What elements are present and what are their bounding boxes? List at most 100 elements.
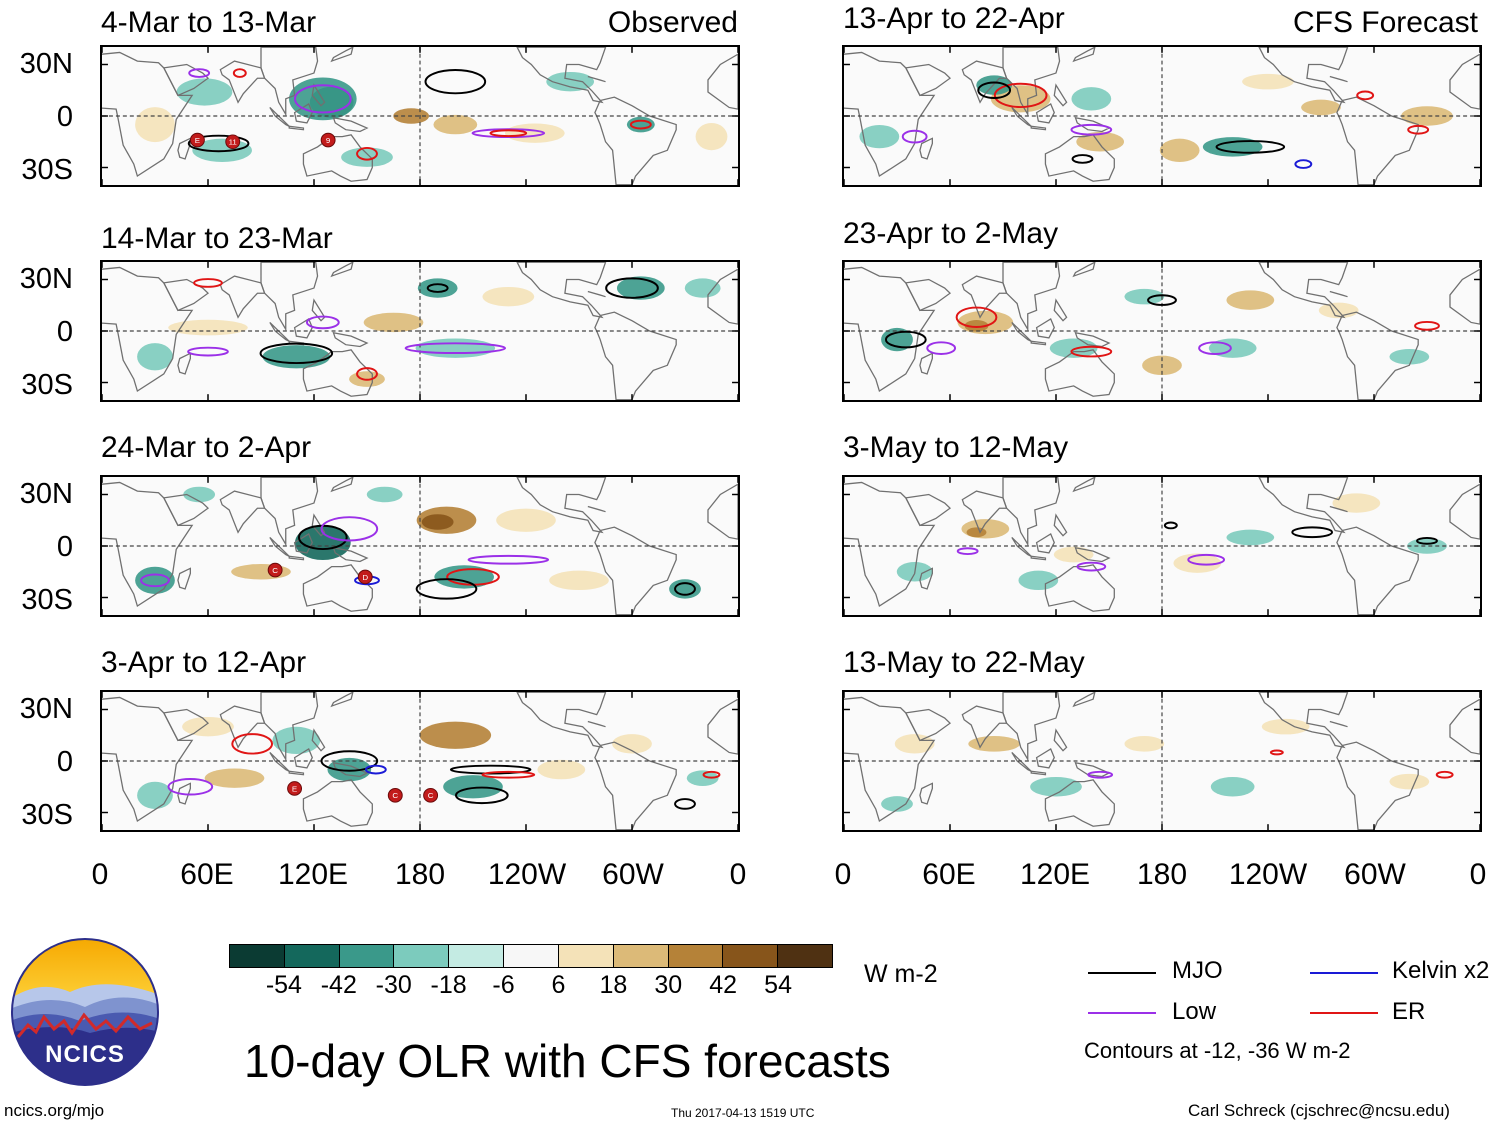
coastline-sumatra (269, 107, 290, 127)
olr-anomaly-area (137, 781, 173, 809)
coastline-philippines (311, 83, 326, 107)
coastline-samerica (1336, 311, 1419, 400)
coastline-sumatra (1011, 107, 1032, 127)
lon-label: 0 (729, 858, 747, 891)
coastline-arabia (904, 493, 952, 527)
forecast-label: CFS Forecast (1292, 6, 1478, 39)
lon-label: 120W (1228, 858, 1308, 891)
wave-contour (956, 547, 979, 556)
colorbar-swatch (612, 945, 668, 967)
wave-contour (187, 134, 250, 153)
olr-anomaly-area (1226, 290, 1275, 310)
olr-anomaly-area (1301, 99, 1341, 116)
olr-anomaly-area (1261, 718, 1310, 735)
coastline-africa (844, 696, 936, 823)
coastline-java (1030, 770, 1047, 776)
cyclone-icon (423, 788, 439, 803)
coastline-newguinea (332, 331, 369, 348)
wave-contour (1356, 90, 1375, 101)
colorbar-tick-label: -6 (492, 971, 515, 999)
coastline-africaW (1449, 53, 1480, 110)
cyclone-label: D (362, 573, 368, 582)
wave-contour (424, 69, 487, 95)
coastline-seasia (1002, 47, 1061, 117)
map-panel-forecast-1 (842, 45, 1482, 187)
ncics-logo: NCICS (10, 937, 160, 1087)
colorbar-swatch (448, 945, 504, 967)
coastline-borneo (1035, 748, 1055, 769)
coastline-samerica (1336, 96, 1419, 185)
coastline-cuba (1329, 720, 1348, 728)
wave-contour (467, 554, 550, 565)
wave-contour (294, 84, 352, 114)
coastline-philippines (1053, 513, 1068, 537)
lat-label-30s: 30S (21, 799, 73, 831)
wave-contour (629, 119, 652, 130)
coastline-australia (302, 349, 373, 397)
colorbar-tick-label: 42 (709, 971, 738, 999)
wave-contour (1163, 521, 1178, 530)
legend-label-low: Low (1172, 998, 1217, 1025)
olr-anomaly-area (1124, 288, 1165, 305)
olr-anomaly-area (434, 565, 494, 589)
tropical-cyclone-marker: C (267, 562, 283, 578)
coastline-india (961, 705, 1008, 749)
olr-anomaly-area (1049, 338, 1098, 358)
olr-anomaly-area (881, 796, 913, 812)
olr-anomaly-area (1071, 87, 1112, 111)
wave-contour (1294, 159, 1313, 169)
wave-contour (1407, 124, 1430, 135)
coastline-namerica (1258, 692, 1349, 749)
wave-contour (167, 778, 214, 796)
figure-title: 10-day OLR with CFS forecasts (244, 1035, 891, 1087)
lon-label: 120W (487, 858, 567, 891)
colorbar-swatch (667, 945, 723, 967)
wave-contour (356, 367, 378, 381)
olr-anomaly-area (1242, 73, 1294, 90)
lon-label: 120E (277, 858, 349, 891)
coastline-madagascar (919, 782, 933, 805)
colorbar-tick-label: -30 (375, 971, 412, 999)
colorbar-swatch (722, 945, 778, 967)
wave-contour (364, 764, 387, 775)
wave-contour (1269, 749, 1284, 756)
colorbar-swatch (557, 945, 613, 967)
coastline-java (288, 770, 305, 776)
colorbar-swatch (503, 945, 558, 967)
coastline-namerica (516, 692, 607, 749)
olr-anomaly-area (684, 278, 721, 298)
wave-contour (259, 342, 334, 365)
olr-anomaly-area (1076, 132, 1125, 152)
olr-anomaly-area (976, 75, 1013, 95)
wave-contour (1187, 553, 1226, 566)
coastline-africa (102, 51, 194, 178)
coastline-australia (302, 779, 373, 827)
coastline-sumatra (1011, 322, 1032, 342)
coastline-madagascar (919, 137, 933, 160)
coastline-africaW (1449, 483, 1480, 540)
lat-label-eq: 0 (56, 531, 73, 563)
olr-anomaly-area (626, 116, 655, 133)
lon-label: 60E (180, 858, 234, 891)
colorbar-swatch (393, 945, 449, 967)
olr-anomaly-area (1389, 348, 1430, 365)
coastline-java (1030, 125, 1047, 131)
panel-title-fcst-3: 3-May to 12-May (843, 431, 1069, 464)
olr-anomaly-area (1332, 493, 1381, 513)
cyclone-icon (287, 781, 303, 796)
wave-contour (356, 146, 378, 161)
coastline-arabia (904, 278, 952, 312)
coastline-sumatra (1011, 752, 1032, 772)
panel-title-fcst-4: 13-May to 22-May (843, 646, 1085, 679)
panel-title-obs-1: 4-Mar to 13-Mar (101, 6, 317, 39)
coastline-japan (1072, 47, 1096, 63)
cyclone-label: C (392, 791, 398, 800)
wave-contour (674, 798, 696, 810)
wave-contour (1291, 526, 1334, 539)
wave-contour (187, 346, 229, 357)
website-link[interactable]: ncics.org/mjo (4, 1101, 105, 1120)
wave-contour (426, 283, 449, 293)
coastline-japan (330, 692, 354, 708)
